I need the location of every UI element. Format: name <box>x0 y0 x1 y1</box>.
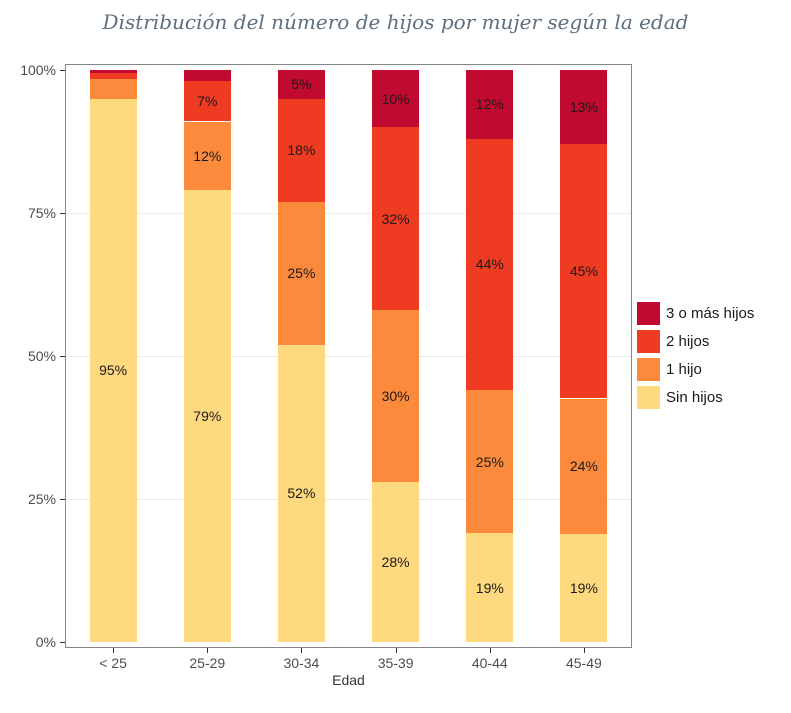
segment-label: 44% <box>475 256 504 273</box>
legend-swatch-icon <box>637 330 660 353</box>
segment-label: 95% <box>99 362 128 379</box>
segment-Sin-hijos-40-44: 19% <box>466 533 514 642</box>
legend-item-2-hijos: 2 hijos <box>637 330 754 353</box>
x-tick-label-45-49: 45-49 <box>565 655 602 671</box>
segment-label: 10% <box>381 90 410 107</box>
segment-label: 45% <box>569 263 598 280</box>
x-tick-mark-30-34 <box>301 648 303 653</box>
segment-label: 24% <box>569 458 598 475</box>
segment-2-hijos-30-34: 18% <box>277 98 325 202</box>
segment-2-hijos-35-39: 32% <box>372 127 420 311</box>
segment-1-hijo-40-44: 25% <box>466 390 514 534</box>
x-tick-mark-35-39 <box>395 648 397 653</box>
y-tick-mark-75 <box>60 213 65 214</box>
legend-item-Sin-hijos: Sin hijos <box>637 386 754 409</box>
x-axis-title: Edad <box>332 672 365 688</box>
segment-3-o-más-hijos-45-49: 13% <box>560 70 608 144</box>
legend-label: Sin hijos <box>666 389 723 406</box>
bar-45-49: 19% 24% 45% 13% <box>560 70 608 642</box>
segment-Sin-hijos-25-29: 79% <box>183 190 231 642</box>
segment-Sin-hijos-45-49: 19% <box>560 534 608 642</box>
segment-2-hijos-25-29: 7% <box>183 81 231 122</box>
segment-2-hijos-45-49: 45% <box>560 143 608 399</box>
bar-30-34: 52% 25% 18% 5% <box>277 70 325 642</box>
y-tick-label-100: 100% <box>20 62 56 78</box>
bar-40-44: 19% 25% 44% 12% <box>466 70 514 642</box>
segment-label: 12% <box>475 96 504 113</box>
legend-label: 1 hijo <box>666 361 702 378</box>
legend-item-1-hijo: 1 hijo <box>637 358 754 381</box>
segment-label: 25% <box>475 453 504 470</box>
segment-1-hijo-45-49: 24% <box>560 398 608 535</box>
segment-label: 19% <box>569 580 598 597</box>
segment-1-hijo-35-39: 30% <box>372 310 420 482</box>
x-tick-mark-40-44 <box>489 648 491 653</box>
segment-label: 32% <box>381 210 410 227</box>
segment-Sin-hijos-< 25: 95% <box>89 98 137 642</box>
y-tick-label-50: 50% <box>27 348 56 364</box>
segment-label: 79% <box>193 408 222 425</box>
segment-label: 30% <box>381 388 410 405</box>
y-tick-label-0: 0% <box>35 634 56 650</box>
chart-title: Distribución del número de hijos por muj… <box>102 10 689 34</box>
segment-label: 12% <box>193 147 222 164</box>
segment-3-o-más-hijos-25-29 <box>183 70 231 82</box>
legend: 3 o más hijos 2 hijos 1 hijo Sin hijos <box>637 302 754 409</box>
plot-panel: 95% 79% 12% 7% 52% 25% 18% 5% 28% 30% 32% 10% 19% 25%… <box>65 64 632 648</box>
segment-1-hijo-25-29: 12% <box>183 121 231 191</box>
legend-item-3-o-más-hijos: 3 o más hijos <box>637 302 754 325</box>
x-tick-label-30-34: 30-34 <box>283 655 320 671</box>
segment-Sin-hijos-35-39: 28% <box>372 481 420 642</box>
x-tick-mark-< 25 <box>113 648 115 653</box>
gridline-25 <box>66 499 631 500</box>
y-tick-mark-0 <box>60 642 65 643</box>
x-tick-label-40-44: 40-44 <box>471 655 508 671</box>
x-tick-label-25-29: 25-29 <box>189 655 226 671</box>
segment-3-o-más-hijos-< 25 <box>89 70 137 73</box>
legend-label: 2 hijos <box>666 333 710 350</box>
segment-3-o-más-hijos-30-34: 5% <box>277 70 325 99</box>
bar-35-39: 28% 30% 32% 10% <box>372 70 420 642</box>
segment-label: 13% <box>569 98 598 115</box>
y-tick-label-25: 25% <box>27 491 56 507</box>
segment-3-o-más-hijos-40-44: 12% <box>466 70 514 139</box>
segment-3-o-más-hijos-35-39: 10% <box>372 70 420 128</box>
segment-label: 18% <box>287 142 316 159</box>
gridline-50 <box>66 356 631 357</box>
bar-25-29: 79% 12% 7% <box>183 70 231 642</box>
segment-2-hijos-< 25 <box>89 72 137 79</box>
segment-label: 52% <box>287 485 316 502</box>
bar-< 25: 95% <box>89 70 137 642</box>
segment-1-hijo-30-34: 25% <box>277 201 325 345</box>
x-tick-mark-25-29 <box>207 648 209 653</box>
gridline-75 <box>66 213 631 214</box>
y-tick-label-75: 75% <box>27 205 56 221</box>
legend-swatch-icon <box>637 386 660 409</box>
legend-swatch-icon <box>637 302 660 325</box>
segment-2-hijos-40-44: 44% <box>466 138 514 391</box>
y-tick-mark-50 <box>60 356 65 357</box>
y-tick-mark-100 <box>60 70 65 71</box>
segment-1-hijo-< 25 <box>89 78 137 99</box>
y-axis: 0% 25% 50% 75% 100% <box>0 62 65 650</box>
x-tick-mark-45-49 <box>583 648 585 653</box>
segment-Sin-hijos-30-34: 52% <box>277 344 325 642</box>
segment-label: 19% <box>475 579 504 596</box>
x-tick-label-35-39: 35-39 <box>377 655 414 671</box>
segment-label: 5% <box>291 76 312 93</box>
legend-swatch-icon <box>637 358 660 381</box>
x-tick-label-< 25: < 25 <box>99 655 127 671</box>
x-axis: < 25 25-29 30-34 35-39 40-44 45-49 <box>65 648 632 674</box>
legend-label: 3 o más hijos <box>666 305 755 322</box>
segment-label: 7% <box>197 93 218 110</box>
y-tick-mark-25 <box>60 499 65 500</box>
segment-label: 28% <box>381 553 410 570</box>
segment-label: 25% <box>287 265 316 282</box>
